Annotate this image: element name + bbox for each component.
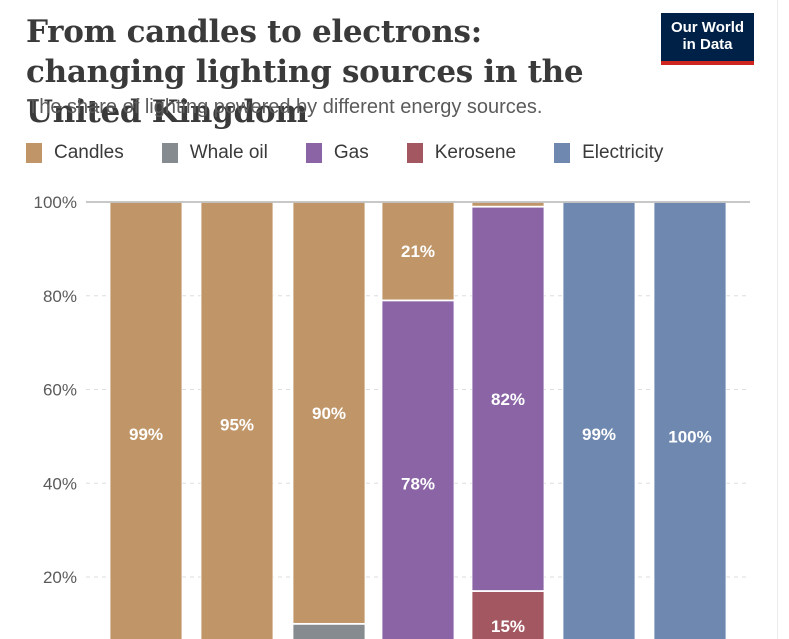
- bar-segment-candles[interactable]: [381, 202, 455, 301]
- gridlines: [86, 295, 750, 578]
- bar-segment-gas[interactable]: [471, 206, 545, 591]
- bars: [109, 202, 727, 639]
- legend-swatch-gas: [305, 143, 322, 163]
- legend-item-whale-oil[interactable]: Whale oil: [161, 142, 268, 164]
- legend-swatch-candles: [26, 143, 42, 163]
- y-tick-label: 80%: [43, 287, 77, 306]
- bar-value-label: 82%: [491, 390, 525, 409]
- y-tick-labels: 100% 80% 60% 40% 20%: [34, 193, 77, 587]
- legend-swatch-electricity: [554, 143, 571, 163]
- bar-segment-gas[interactable]: [381, 300, 455, 639]
- legend-label: Electricity: [582, 142, 664, 163]
- bar-value-label: 95%: [220, 416, 254, 435]
- bar-value-label: 78%: [401, 474, 435, 493]
- legend-item-gas[interactable]: Gas: [305, 142, 369, 164]
- legend-label: Kerosene: [434, 142, 517, 163]
- y-tick-label: 40%: [43, 474, 77, 493]
- bar-segment-candles[interactable]: [109, 202, 183, 639]
- bar-segment-electricity[interactable]: [562, 202, 636, 639]
- bar-segment-candles[interactable]: [292, 202, 366, 624]
- bar-value-label: 90%: [312, 404, 346, 423]
- bar-segment-candles[interactable]: [471, 202, 545, 207]
- legend-label: Whale oil: [189, 142, 268, 163]
- bar-segment-whale-oil[interactable]: [292, 623, 366, 639]
- bar-value-label: 15%: [491, 617, 525, 636]
- legend: Candles Whale oil Gas Kerosene Electrici…: [26, 142, 701, 164]
- bar-segment-candles[interactable]: [200, 202, 274, 639]
- bar-segment-kerosene[interactable]: [471, 591, 545, 639]
- legend-item-kerosene[interactable]: Kerosene: [406, 142, 517, 164]
- y-tick-label: 20%: [43, 568, 77, 587]
- bar-segment-electricity[interactable]: [653, 202, 727, 639]
- bar-value-label: 99%: [582, 425, 616, 444]
- chart-title: From candles to electrons: changing ligh…: [26, 14, 584, 130]
- logo-line-2: in Data: [682, 36, 733, 53]
- bar-value-label: 99%: [129, 425, 163, 444]
- owid-logo[interactable]: Our World in Data: [661, 13, 754, 65]
- y-tick-label: 100%: [34, 193, 77, 212]
- legend-label: Gas: [333, 142, 369, 163]
- bar-value-label: 100%: [668, 427, 711, 446]
- bar-value-label: 21%: [401, 242, 435, 261]
- legend-label: Candles: [54, 142, 124, 163]
- legend-swatch-kerosene: [406, 143, 423, 163]
- logo-line-1: Our World: [670, 19, 745, 36]
- legend-swatch-whale-oil: [161, 143, 178, 163]
- legend-item-electricity[interactable]: Electricity: [554, 142, 663, 164]
- y-tick-label: 60%: [43, 381, 77, 400]
- bar-labels: 99% 95% 90% 78% 21% 15% 82% 99% 100%: [129, 242, 712, 636]
- legend-item-candles[interactable]: Candles: [26, 142, 124, 164]
- chart-subtitle: The share of lighting powered by differe…: [27, 96, 543, 118]
